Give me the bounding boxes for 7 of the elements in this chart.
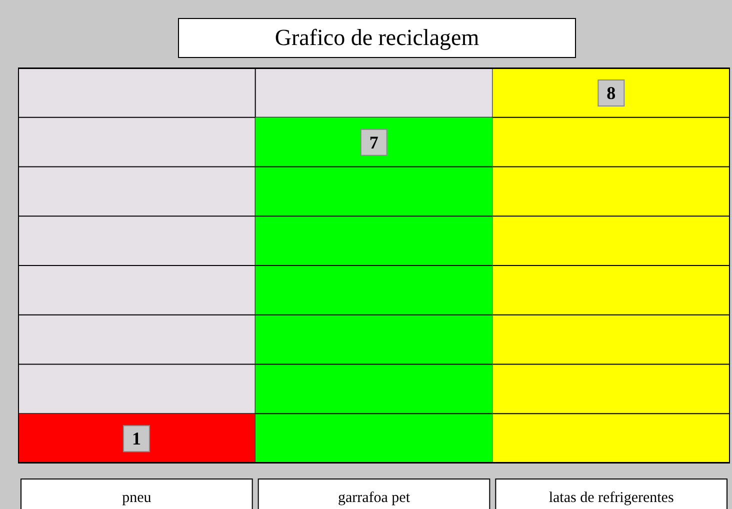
data-label: 1 [132, 428, 141, 449]
x-tick-label: pneu [122, 490, 152, 506]
chart-title: Grafico de reciclagem [178, 18, 576, 58]
x-tick-label: latas de refrigerentes [548, 490, 674, 506]
x-tick-label: garrafoa pet [338, 490, 411, 506]
data-label: 7 [369, 132, 378, 152]
data-label: 8 [606, 83, 616, 103]
